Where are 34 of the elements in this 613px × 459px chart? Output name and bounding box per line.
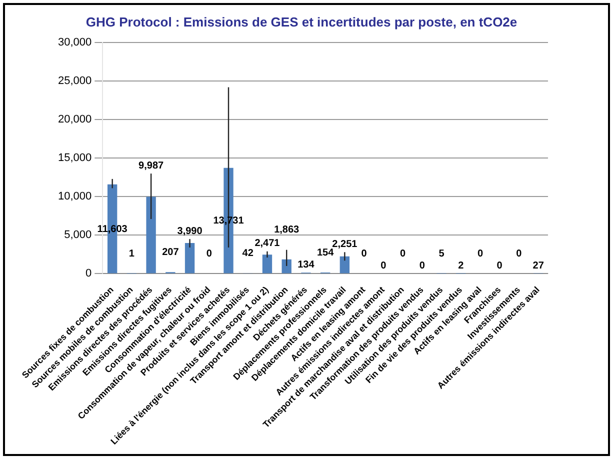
bar <box>262 254 272 274</box>
data-label: 5 <box>438 248 445 260</box>
data-label: 2,471 <box>254 238 280 250</box>
y-tick-label: 15,000 <box>58 152 92 164</box>
data-label: 154 <box>316 247 334 258</box>
data-label: 3,990 <box>177 226 203 237</box>
y-tick-label: 30,000 <box>58 36 92 49</box>
data-label: 2,251 <box>332 238 358 250</box>
data-label: 0 <box>516 248 522 260</box>
chart-title: GHG Protocol : Emissions de GES et incertitudes par poste, en tCO2e <box>86 14 518 30</box>
data-label: 0 <box>419 260 426 272</box>
y-tick-label: 5,000 <box>64 229 92 242</box>
y-tick-label: 0 <box>86 268 92 280</box>
data-label: 207 <box>162 246 180 258</box>
bar <box>184 242 195 274</box>
bar <box>282 259 292 274</box>
y-tick-label: 25,000 <box>58 75 92 88</box>
data-label: 9,987 <box>138 160 164 172</box>
data-label: 42 <box>242 248 254 260</box>
data-label: 0 <box>380 260 387 272</box>
data-label: 27 <box>532 260 544 272</box>
y-tick-label: 20,000 <box>58 114 92 126</box>
data-label: 2 <box>458 260 464 272</box>
data-label: 0 <box>206 248 212 260</box>
y-tick-label: 10,000 <box>58 190 92 203</box>
data-label: 134 <box>298 259 315 270</box>
data-label: 0 <box>400 248 406 260</box>
bar <box>340 256 350 274</box>
data-label: 0 <box>361 248 368 260</box>
data-label: 1,863 <box>274 224 300 236</box>
data-label: 1 <box>128 248 135 260</box>
data-label: 0 <box>496 260 503 272</box>
data-label: 0 <box>477 248 484 260</box>
bar <box>146 196 156 274</box>
